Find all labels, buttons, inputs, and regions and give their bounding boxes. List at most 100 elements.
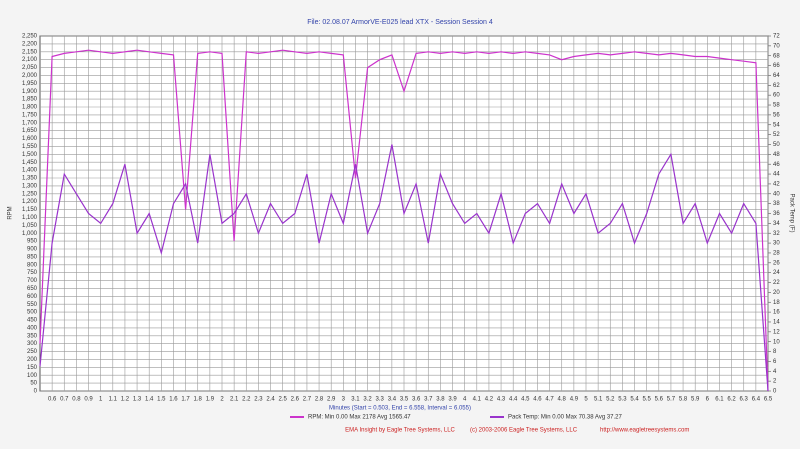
y2-tick-label: 18 xyxy=(773,300,780,306)
y-tick-label: 100 xyxy=(27,373,38,379)
x-tick-label: 4.6 xyxy=(533,397,542,403)
y-tick-label: 1,150 xyxy=(22,207,38,213)
x-tick-label: 1.6 xyxy=(169,397,178,403)
x-tick-label: 4.2 xyxy=(485,397,494,403)
x-tick-label: 4.4 xyxy=(509,397,518,403)
x-tick-label: 3.5 xyxy=(400,397,409,403)
y2-axis-label: Pack Temp (F) xyxy=(788,194,794,233)
x-tick-label: 3.3 xyxy=(376,397,385,403)
y2-tick-label: 68 xyxy=(773,53,780,59)
footer-1: EMA Insight by Eagle Tree Systems, LLC xyxy=(345,428,455,434)
legend-label: RPM: Min 0.00 Max 2178 Avg 1565.47 xyxy=(308,415,411,421)
y-tick-label: 2,250 xyxy=(22,34,38,40)
x-tick-label: 2 xyxy=(220,397,224,403)
x-tick-label: 4.8 xyxy=(558,397,567,403)
y-tick-label: 1,350 xyxy=(22,176,38,182)
y2-tick-label: 32 xyxy=(773,231,780,237)
x-tick-label: 5.5 xyxy=(642,397,651,403)
y2-tick-label: 26 xyxy=(773,260,780,266)
x-tick-label: 5.7 xyxy=(667,397,676,403)
y-tick-label: 2,000 xyxy=(22,73,38,79)
y2-tick-label: 8 xyxy=(773,349,777,355)
x-tick-label: 5.4 xyxy=(630,397,639,403)
x-tick-label: 6.5 xyxy=(764,397,773,403)
y-tick-label: 1,300 xyxy=(22,183,38,189)
legend-label: Pack Temp: Min 0.00 Max 70.38 Avg 37.27 xyxy=(508,415,623,421)
y-tick-label: 1,900 xyxy=(22,89,38,95)
x-tick-label: 6.3 xyxy=(740,397,749,403)
x-tick-label: 1 xyxy=(99,397,103,403)
x-tick-label: 2.3 xyxy=(254,397,263,403)
x-tick-label: 6.4 xyxy=(752,397,761,403)
x-tick-label: 1.7 xyxy=(181,397,190,403)
y-tick-label: 2,100 xyxy=(22,57,38,63)
y-tick-label: 1,950 xyxy=(22,81,38,87)
y-tick-label: 700 xyxy=(27,278,38,284)
x-tick-label: 4.3 xyxy=(497,397,506,403)
y2-tick-label: 24 xyxy=(773,270,780,276)
y2-tick-label: 10 xyxy=(773,339,780,345)
y2-tick-label: 70 xyxy=(773,43,780,49)
y-tick-label: 150 xyxy=(27,365,38,371)
y-tick-label: 450 xyxy=(27,318,38,324)
y2-tick-label: 28 xyxy=(773,251,780,257)
x-tick-label: 1.5 xyxy=(157,397,166,403)
x-tick-label: 5.9 xyxy=(691,397,700,403)
x-tick-label: 2.1 xyxy=(230,397,239,403)
chart-title: File: 02.08.07 ArmorVE-E025 lead XTX - S… xyxy=(307,19,493,26)
y-tick-label: 1,550 xyxy=(22,144,38,150)
y2-tick-label: 12 xyxy=(773,329,780,335)
x-tick-label: 3 xyxy=(342,397,346,403)
x-tick-label: 2.4 xyxy=(266,397,275,403)
y2-tick-label: 60 xyxy=(773,93,780,99)
x-tick-label: 3.4 xyxy=(388,397,397,403)
y-tick-label: 1,200 xyxy=(22,199,38,205)
x-tick-label: 2.2 xyxy=(242,397,251,403)
y-tick-label: 1,750 xyxy=(22,112,38,118)
x-tick-label: 6.1 xyxy=(715,397,724,403)
x-tick-label: 2.8 xyxy=(315,397,324,403)
x-tick-label: 6.2 xyxy=(727,397,736,403)
y2-tick-label: 14 xyxy=(773,320,780,326)
y-tick-label: 2,150 xyxy=(22,49,38,55)
y-tick-label: 300 xyxy=(27,341,38,347)
x-tick-label: 5.1 xyxy=(594,397,603,403)
x-tick-label: 5.2 xyxy=(606,397,615,403)
y2-tick-label: 50 xyxy=(773,142,780,148)
y2-tick-label: 54 xyxy=(773,122,780,128)
series-line xyxy=(39,144,769,392)
y-tick-label: 900 xyxy=(27,247,38,253)
y-tick-label: 1,600 xyxy=(22,136,38,142)
x-tick-label: 1.1 xyxy=(109,397,118,403)
y2-tick-label: 46 xyxy=(773,162,780,168)
x-tick-label: 4.9 xyxy=(570,397,579,403)
y2-tick-label: 40 xyxy=(773,191,780,197)
x-tick-label: 4.7 xyxy=(545,397,554,403)
x-tick-label: 1.4 xyxy=(145,397,154,403)
x-tick-label: 0.9 xyxy=(84,397,93,403)
y-tick-label: 2,050 xyxy=(22,65,38,71)
y-tick-label: 2,200 xyxy=(22,41,38,47)
x-tick-label: 0.8 xyxy=(72,397,81,403)
x-tick-label: 3.2 xyxy=(363,397,372,403)
x-tick-label: 3.7 xyxy=(424,397,433,403)
y2-tick-label: 42 xyxy=(773,181,780,187)
y-tick-label: 500 xyxy=(27,310,38,316)
y-tick-label: 1,400 xyxy=(22,168,38,174)
y2-tick-label: 22 xyxy=(773,280,780,286)
y2-tick-label: 20 xyxy=(773,290,780,296)
x-axis-label: Minutes (Start = 0.503, End = 6.558, Int… xyxy=(329,406,471,412)
x-tick-label: 2.7 xyxy=(303,397,312,403)
y-tick-label: 250 xyxy=(27,349,38,355)
y2-tick-label: 38 xyxy=(773,201,780,207)
y2-tick-label: 0 xyxy=(773,389,777,395)
y-tick-label: 1,000 xyxy=(22,231,38,237)
x-tick-label: 0.7 xyxy=(60,397,69,403)
y-axis-label: RPM xyxy=(8,206,14,219)
footer-3: http://www.eagletreesystems.com xyxy=(600,428,689,434)
x-tick-label: 4 xyxy=(463,397,467,403)
x-tick-label: 3.8 xyxy=(436,397,445,403)
x-tick-label: 3.9 xyxy=(448,397,457,403)
y2-tick-label: 44 xyxy=(773,172,780,178)
y2-tick-label: 6 xyxy=(773,359,777,365)
